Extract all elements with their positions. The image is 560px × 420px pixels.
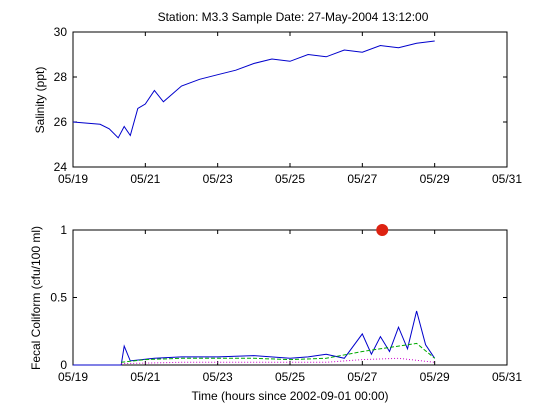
salinity-x-tick-label: 05/27 (347, 172, 377, 186)
salinity-axes-box (72, 31, 508, 168)
coliform-series-line-2 (121, 342, 436, 363)
coliform-x-tick-label: 05/25 (275, 370, 305, 384)
coliform-y-tick-label: 0 (60, 358, 67, 372)
chart-title: Station: M3.3 Sample Date: 27-May-2004 1… (158, 10, 429, 24)
salinity-y-axis-label: Salinity (ppt) (33, 67, 47, 134)
coliform-x-tick-label: 05/23 (203, 370, 233, 384)
coliform-x-tick-label: 05/21 (130, 370, 160, 384)
coliform-x-tick-label: 05/31 (492, 370, 522, 384)
coliform-y-tick-label: 1 (60, 223, 67, 237)
sample-marker (376, 224, 389, 236)
salinity-x-tick-label: 05/19 (58, 172, 88, 186)
salinity-y-tick-label: 30 (54, 25, 68, 39)
coliform-y-ticks: 00.51 (50, 223, 507, 372)
coliform-x-ticks: 05/19 05/21 05/23 05/25 05/27 05/29 05/31 (58, 230, 522, 384)
coliform-x-tick-label: 05/27 (347, 370, 377, 384)
coliform-series-line-1 (73, 310, 436, 366)
salinity-series-line-1 (72, 40, 435, 139)
salinity-y-tick-label: 28 (54, 70, 68, 84)
salinity-x-tick-label: 05/23 (203, 172, 233, 186)
x-axis-label: Time (hours since 2002-09-01 00:00) (192, 389, 389, 403)
salinity-y-tick-label: 24 (54, 160, 68, 174)
salinity-x-tick-label: 05/29 (420, 172, 450, 186)
salinity-panel: 05/19 05/21 05/23 05/25 05/27 05/29 05/31 24 26… (33, 25, 522, 186)
salinity-y-ticks: 24 26 28 30 (54, 25, 507, 174)
coliform-axes-box (72, 229, 508, 366)
salinity-x-tick-label: 05/21 (130, 172, 160, 186)
salinity-series (72, 40, 435, 139)
coliform-y-axis-label: Fecal Coliform (cfu/100 ml) (29, 226, 43, 370)
coliform-x-tick-label: 05/19 (58, 370, 88, 384)
salinity-y-tick-label: 26 (54, 115, 68, 129)
coliform-panel: 05/19 05/21 05/23 05/25 05/27 05/29 05/31 00.5… (29, 223, 522, 403)
coliform-y-tick-label: 0.5 (50, 291, 67, 305)
coliform-series (73, 310, 436, 366)
salinity-x-tick-label: 05/25 (275, 172, 305, 186)
coliform-series-line-3 (121, 357, 435, 365)
salinity-x-ticks: 05/19 05/21 05/23 05/25 05/27 05/29 05/31 (58, 32, 522, 186)
coliform-x-tick-label: 05/29 (420, 370, 450, 384)
salinity-x-tick-label: 05/31 (492, 172, 522, 186)
